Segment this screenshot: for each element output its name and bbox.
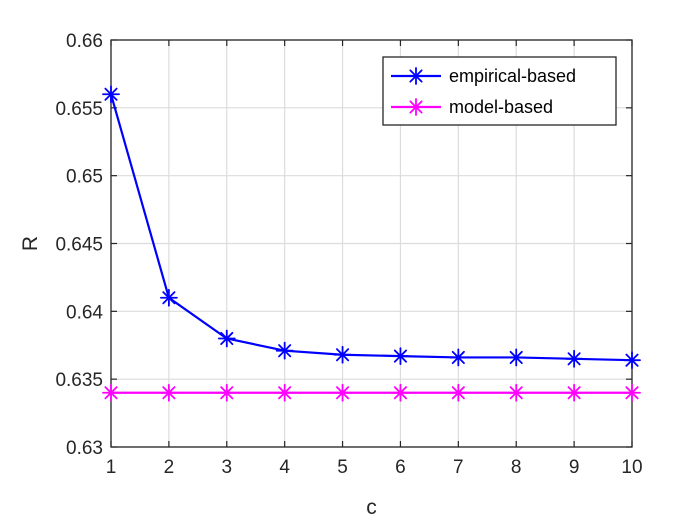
data-point <box>159 383 178 402</box>
y-axis-label: R <box>19 236 42 251</box>
legend: empirical-based model-based <box>382 56 617 126</box>
legend-label: empirical-based <box>449 66 576 86</box>
data-point <box>391 347 410 366</box>
data-point <box>275 341 294 360</box>
x-tick-label: 1 <box>106 457 117 478</box>
data-point <box>623 351 641 370</box>
x-tick-label: 6 <box>395 457 406 478</box>
data-point <box>217 383 236 402</box>
y-tick-label: 0.655 <box>55 99 103 120</box>
x-tick-label: 9 <box>569 457 580 478</box>
data-point <box>449 348 468 367</box>
data-point <box>102 383 120 402</box>
x-tick-label: 5 <box>337 457 348 478</box>
data-point <box>333 383 352 402</box>
x-tick-label: 4 <box>279 457 290 478</box>
legend-marker <box>407 98 425 116</box>
data-point <box>391 383 410 402</box>
data-point <box>565 383 584 402</box>
legend-box <box>382 56 617 126</box>
legend-marker <box>407 67 425 85</box>
y-tick-label: 0.64 <box>66 302 103 323</box>
y-tick-label: 0.63 <box>66 438 103 459</box>
x-tick-label: 8 <box>511 457 522 478</box>
y-tick-label: 0.65 <box>66 167 103 188</box>
y-tick-label: 0.645 <box>55 235 103 256</box>
data-point <box>333 345 352 364</box>
ticks: 1 2 3 4 5 6 7 8 9 10 0.63 0.635 0.64 0.645 0.65 0.655 0.… <box>55 31 642 478</box>
x-tick-label: 3 <box>221 457 232 478</box>
legend-label: model-based <box>449 97 553 117</box>
series-group <box>102 85 641 402</box>
y-tick-label: 0.635 <box>55 370 103 391</box>
x-tick-label: 10 <box>621 457 642 478</box>
y-tick-label: 0.66 <box>66 31 103 52</box>
x-tick-label: 7 <box>453 457 464 478</box>
x-tick-label: 2 <box>164 457 175 478</box>
data-point <box>217 329 236 348</box>
x-axis-label: c <box>366 496 377 519</box>
data-point <box>102 85 120 104</box>
data-point <box>159 288 178 307</box>
data-point <box>275 383 294 402</box>
data-point <box>449 383 468 402</box>
series-line-1 <box>109 93 633 362</box>
data-point <box>507 383 526 402</box>
data-point <box>623 383 641 402</box>
data-point <box>507 348 526 367</box>
data-point <box>565 349 584 368</box>
